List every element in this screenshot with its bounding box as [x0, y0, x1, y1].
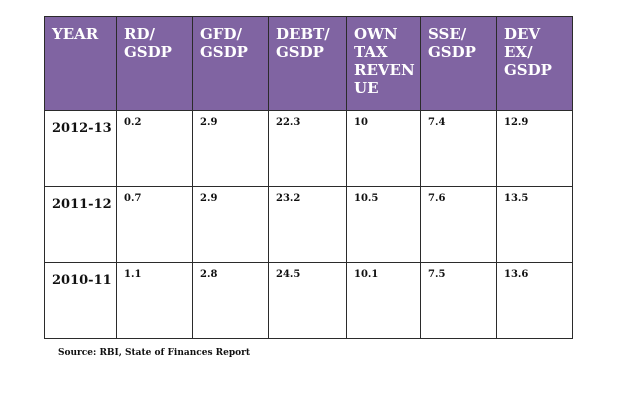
table-row: 2011-12 0.7 2.9 23.2 10.5 7.6 13.5 — [44, 186, 573, 263]
header-row: YEAR RD/ GSDP GFD/ GSDP DEBT/ GSDP OWN T… — [44, 16, 573, 111]
column-header-year: YEAR — [44, 16, 117, 111]
year-cell: 2011-12 — [44, 186, 117, 263]
column-header-gfd-gsdp: GFD/ GSDP — [192, 16, 269, 111]
sse-gsdp-cell: 7.4 — [420, 110, 497, 187]
sse-gsdp-cell: 7.5 — [420, 262, 497, 339]
dev-ex-gsdp-cell: 13.5 — [496, 186, 573, 263]
dev-ex-gsdp-cell: 12.9 — [496, 110, 573, 187]
table-body: 2012-13 0.2 2.9 22.3 10 7.4 12.9 2011-12… — [44, 110, 573, 339]
gfd-gsdp-cell: 2.8 — [192, 262, 269, 339]
own-tax-revenue-cell: 10.1 — [346, 262, 421, 339]
gfd-gsdp-cell: 2.9 — [192, 186, 269, 263]
dev-ex-gsdp-cell: 13.6 — [496, 262, 573, 339]
own-tax-revenue-cell: 10.5 — [346, 186, 421, 263]
table-row: 2012-13 0.2 2.9 22.3 10 7.4 12.9 — [44, 110, 573, 187]
gfd-gsdp-cell: 2.9 — [192, 110, 269, 187]
rd-gsdp-cell: 0.2 — [116, 110, 193, 187]
own-tax-revenue-cell: 10 — [346, 110, 421, 187]
column-header-sse-gsdp: SSE/ GSDP — [420, 16, 497, 111]
column-header-debt-gsdp: DEBT/ GSDP — [268, 16, 347, 111]
sse-gsdp-cell: 7.6 — [420, 186, 497, 263]
year-cell: 2012-13 — [44, 110, 117, 187]
source-note: Source: RBI, State of Finances Report — [58, 348, 251, 358]
finance-table: YEAR RD/ GSDP GFD/ GSDP DEBT/ GSDP OWN T… — [44, 16, 573, 339]
column-header-dev-ex-gsdp: DEV EX/ GSDP — [496, 16, 573, 111]
debt-gsdp-cell: 22.3 — [268, 110, 347, 187]
rd-gsdp-cell: 1.1 — [116, 262, 193, 339]
table-header: YEAR RD/ GSDP GFD/ GSDP DEBT/ GSDP OWN T… — [44, 16, 573, 111]
year-cell: 2010-11 — [44, 262, 117, 339]
column-header-own-tax-revenue: OWN TAX REVEN UE — [346, 16, 421, 111]
column-header-rd-gsdp: RD/ GSDP — [116, 16, 193, 111]
table-row: 2010-11 1.1 2.8 24.5 10.1 7.5 13.6 — [44, 262, 573, 339]
debt-gsdp-cell: 24.5 — [268, 262, 347, 339]
debt-gsdp-cell: 23.2 — [268, 186, 347, 263]
rd-gsdp-cell: 0.7 — [116, 186, 193, 263]
